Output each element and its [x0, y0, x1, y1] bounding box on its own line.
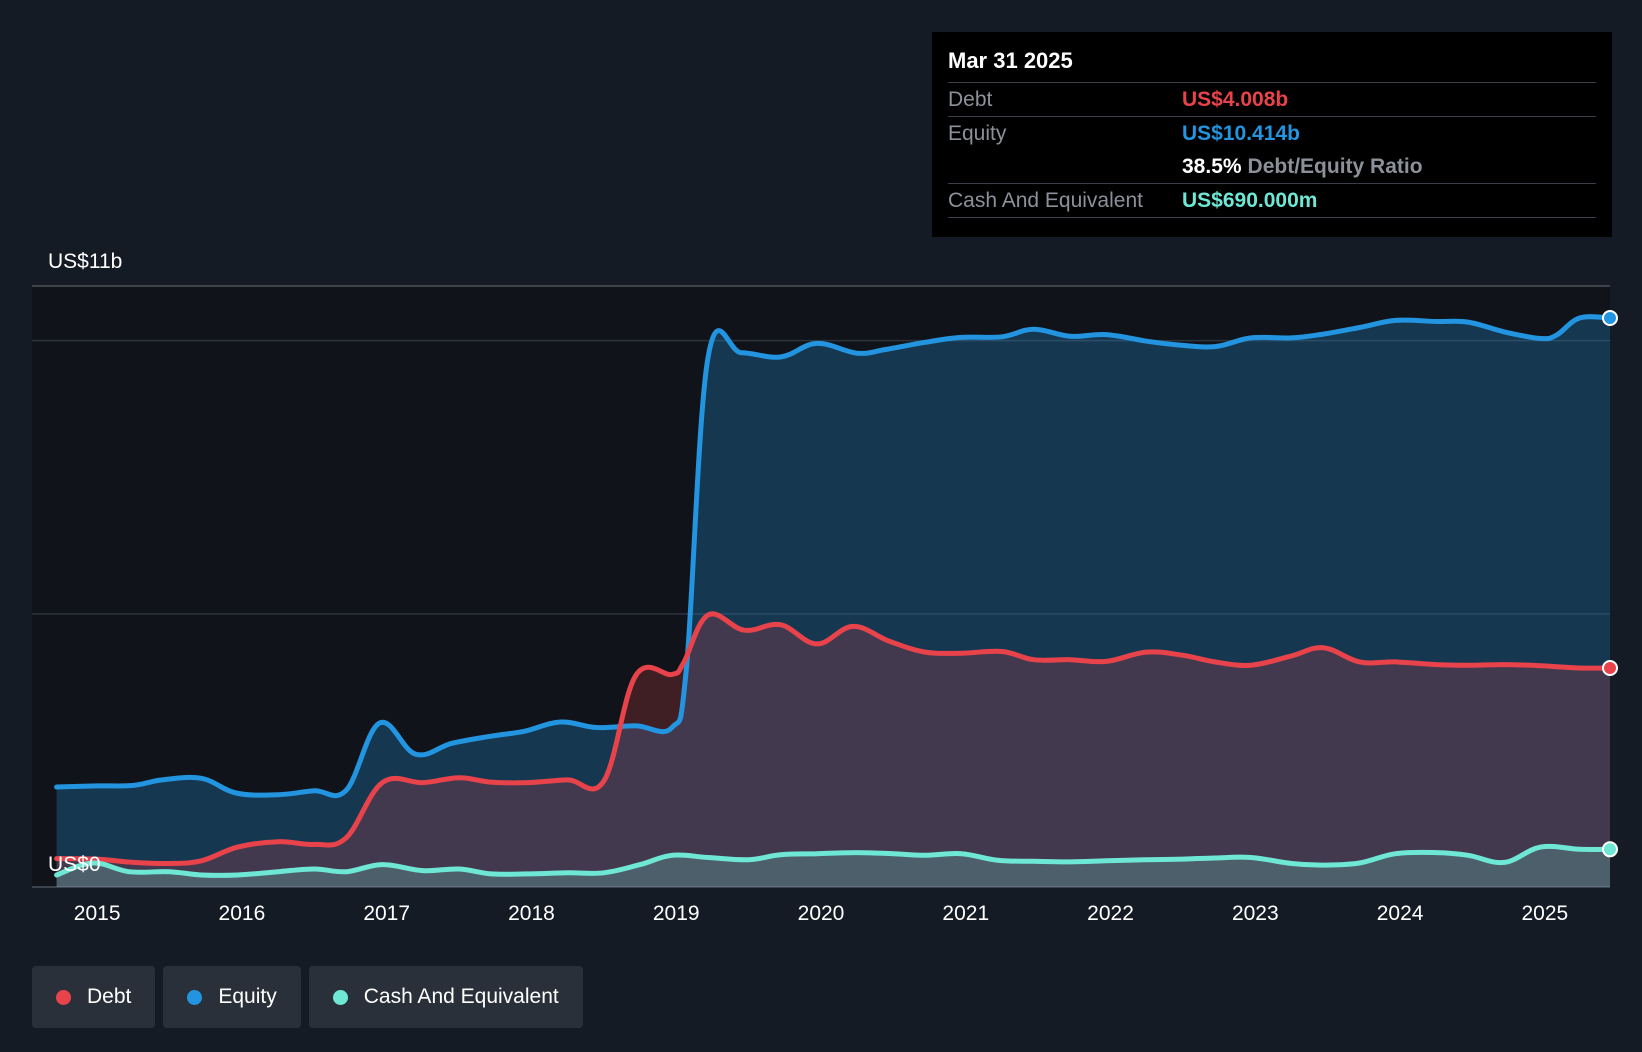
tooltip-equity-label: Equity [948, 121, 1007, 145]
legend-item-cash[interactable]: Cash And Equivalent [308, 966, 583, 1028]
tooltip-date: Mar 31 2025 [948, 48, 1073, 73]
chart-legend: Debt Equity Cash And Equivalent [32, 966, 583, 1028]
cash-area [56, 846, 1611, 887]
debt-line [54, 611, 1613, 867]
equity-end-marker [1602, 310, 1618, 327]
tooltip-row-ratio: 38.5% Debt/Equity Ratio [948, 150, 1596, 183]
x-axis: 2015 2016 2017 2018 2019 2020 2021 2022 2023 2024… [74, 902, 1568, 925]
x-tick-label-2020: 2020 [798, 902, 845, 925]
series-areas [56, 316, 1611, 888]
x-tick-label-2024: 2024 [1377, 902, 1424, 925]
equity-line [54, 314, 1613, 799]
x-tick-label-2016: 2016 [219, 902, 266, 925]
legend-label-cash: Cash And Equivalent [363, 985, 559, 1008]
tooltip-ratio-label: Debt/Equity Ratio [1247, 154, 1423, 178]
cash-line [54, 843, 1613, 878]
y-tick-label-0: US$0 [48, 853, 101, 876]
legend-label-equity: Equity [218, 985, 277, 1008]
gridlines [32, 285, 1610, 888]
legend-item-equity[interactable]: Equity [163, 966, 301, 1028]
x-tick-label-2025: 2025 [1521, 902, 1568, 925]
hover-tooltip: Mar 31 2025 Debt US$4.008b Equity US$10.… [932, 32, 1612, 237]
legend-label-debt: Debt [87, 985, 132, 1008]
legend-dot-equity [187, 989, 203, 1005]
x-tick-label-2021: 2021 [942, 902, 989, 925]
y-tick-label-11: US$11b [48, 250, 122, 273]
series-end-markers [1602, 310, 1618, 858]
tooltip-row-cash: Cash And Equivalent US$690.000m [948, 183, 1596, 218]
debt-area [56, 613, 1611, 887]
debt-end-marker [1602, 660, 1618, 677]
cash-end-marker [1602, 841, 1618, 858]
x-tick-label-2018: 2018 [508, 902, 555, 925]
series-lines [54, 314, 1613, 878]
tooltip-row-equity: Equity US$10.414b [948, 116, 1596, 150]
tooltip-equity-value: US$10.414b [1182, 121, 1300, 145]
tooltip-cash-value: US$690.000m [1182, 188, 1318, 212]
tooltip-row-debt: Debt US$4.008b [948, 82, 1596, 116]
x-tick-label-2022: 2022 [1087, 902, 1134, 925]
x-tick-label-2015: 2015 [74, 902, 121, 925]
plot-area [32, 286, 1610, 887]
tooltip-ratio-value: 38.5% [1182, 154, 1242, 178]
legend-item-debt[interactable]: Debt [32, 966, 156, 1028]
legend-dot-cash [332, 989, 348, 1005]
tooltip-debt-value: US$4.008b [1182, 87, 1289, 111]
x-tick-label-2017: 2017 [363, 902, 410, 925]
x-tick-label-2019: 2019 [653, 902, 700, 925]
tooltip-debt-label: Debt [948, 87, 993, 111]
equity-area [56, 316, 1611, 888]
x-tick-label-2023: 2023 [1232, 902, 1279, 925]
y-axis: US$11b US$0 [48, 250, 122, 876]
tooltip-cash-label: Cash And Equivalent [948, 188, 1143, 212]
legend-dot-debt [56, 989, 71, 1005]
